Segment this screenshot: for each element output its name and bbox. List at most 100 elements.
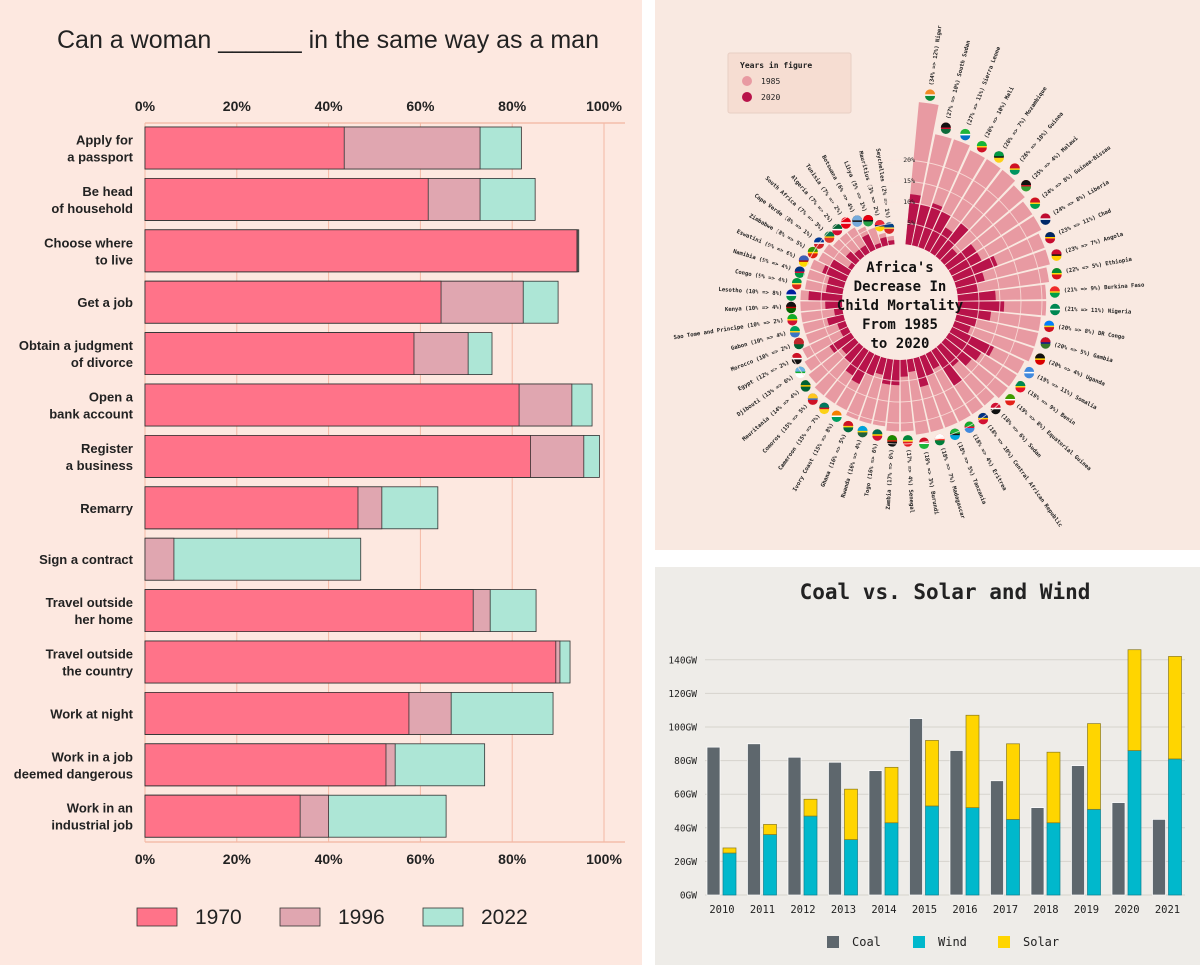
- women-rights-chart: Can a woman ______ in the same way as a …: [14, 26, 625, 929]
- bar-2020: [935, 222, 969, 260]
- bar-wind: [1168, 758, 1182, 896]
- bar-2020: [875, 356, 887, 375]
- bar-2020: [840, 327, 851, 337]
- flag-top: [1051, 249, 1062, 255]
- x-tick-label: 2021: [1155, 904, 1180, 916]
- country-flag: [787, 314, 798, 326]
- bar-1970: [144, 177, 429, 221]
- flag-top: [1040, 213, 1051, 219]
- bar-1970: [144, 794, 301, 838]
- category-label: industrial job: [51, 818, 133, 833]
- country-flag: [819, 402, 830, 415]
- x-tick-label: 2017: [993, 904, 1018, 916]
- flag-top: [793, 337, 804, 343]
- bar-2020: [948, 252, 982, 276]
- bar-solar: [844, 788, 858, 840]
- flag-top: [807, 393, 818, 399]
- flag-bottom: [960, 135, 971, 141]
- flag-bottom: [798, 261, 809, 267]
- flag-bottom: [843, 427, 854, 433]
- chart-title: Can a woman ______ in the same way as a …: [57, 26, 599, 54]
- category-label: Choose where: [44, 235, 133, 250]
- bar-2020: [827, 314, 845, 326]
- legend-label-Solar: Solar: [1023, 935, 1059, 949]
- country-label: Zambia (17% => 6%): [886, 449, 895, 510]
- flag-top: [814, 237, 825, 243]
- x-tick-label: 2015: [912, 904, 937, 916]
- x-tick-label-top: 60%: [406, 98, 435, 114]
- country-flag: [925, 89, 936, 101]
- bar-solar: [1006, 743, 1020, 820]
- flag-bottom: [1021, 186, 1032, 192]
- flag-top: [874, 220, 885, 226]
- country-label: (17% => 4%) Senegal: [905, 449, 915, 513]
- flag-bottom: [990, 409, 1001, 415]
- bar-1985: [867, 227, 882, 250]
- bar-solar: [1046, 751, 1061, 824]
- bar-2020: [940, 248, 958, 265]
- country-label: (23% => 7%) Angola: [1064, 231, 1124, 255]
- country-flag: [800, 380, 811, 392]
- x-tick-label: 2011: [750, 904, 775, 916]
- flag-top: [1035, 353, 1046, 359]
- country-flag: [1021, 179, 1032, 192]
- y-tick-label: 60GW: [674, 790, 697, 801]
- bar-2020: [925, 351, 940, 370]
- bar-1970: [144, 229, 578, 273]
- flag-top: [795, 366, 806, 372]
- chart-title-line: to 2020: [870, 336, 929, 352]
- coal-vs-renewables-chart: Coal vs. Solar and Wind 0GW 20GW 40GW 60GW 80…: [668, 580, 1185, 949]
- country-flag: [831, 410, 842, 423]
- bar-wind: [1046, 822, 1061, 896]
- bar-2020: [833, 308, 844, 316]
- bar-2020: [879, 237, 889, 247]
- chart-title: Coal vs. Solar and Wind: [800, 580, 1091, 604]
- legend-swatch-Coal: [827, 936, 839, 948]
- country-label: Ivory Coast (15% => 8%): [792, 422, 835, 493]
- x-tick-label: 2019: [1074, 904, 1099, 916]
- country-flag: [993, 151, 1004, 163]
- bar-1970: [144, 332, 415, 376]
- bar-wind: [803, 815, 818, 896]
- y-tick-label: 100GW: [668, 723, 697, 734]
- flag-top: [1015, 381, 1026, 387]
- bar-2020: [956, 308, 992, 321]
- category-label: Travel outside: [46, 647, 133, 662]
- country-flag: [1009, 163, 1020, 175]
- country-flag: [1035, 353, 1046, 365]
- bar-2020: [888, 240, 895, 246]
- country-flag: [874, 220, 885, 232]
- legend-marker-2020: [742, 92, 752, 102]
- flag-top: [819, 402, 830, 408]
- flag-bottom: [949, 435, 960, 441]
- bar-coal: [990, 780, 1004, 896]
- country-flag: [807, 393, 818, 405]
- bar-1970: [144, 640, 557, 684]
- bar-wind: [965, 807, 980, 896]
- flag-top: [976, 140, 987, 146]
- country-label: Lesotho (10% => 8%): [718, 287, 782, 297]
- flag-bottom: [1051, 255, 1062, 261]
- legend-label-1970: 1970: [195, 906, 242, 929]
- category-label: Work in an: [67, 801, 133, 816]
- category-label: her home: [74, 612, 133, 627]
- flag-bottom: [819, 409, 830, 415]
- y-tick-label: 40GW: [674, 823, 697, 834]
- country-label: (20% => 8%) DR Congo: [1057, 325, 1125, 342]
- country-flag: [843, 420, 854, 433]
- country-label: (26% => 10%) Mali: [984, 86, 1016, 140]
- flag-top: [1051, 268, 1062, 274]
- bar-1985: [805, 320, 848, 344]
- bar-coal: [1152, 819, 1166, 896]
- legend-box: [727, 52, 852, 114]
- country-flag: [791, 277, 802, 290]
- country-flag: [976, 140, 987, 153]
- bar-2020: [955, 314, 978, 327]
- flag-top: [852, 215, 863, 221]
- y-tick-label: 140GW: [668, 655, 697, 666]
- x-tick-label-top: 40%: [315, 98, 344, 114]
- legend-marker-1985: [742, 76, 752, 86]
- country-label: (34% => 12%) Niger: [929, 24, 944, 85]
- country-label: Kenya (10% => 4%): [725, 305, 782, 313]
- country-flag: [794, 266, 805, 278]
